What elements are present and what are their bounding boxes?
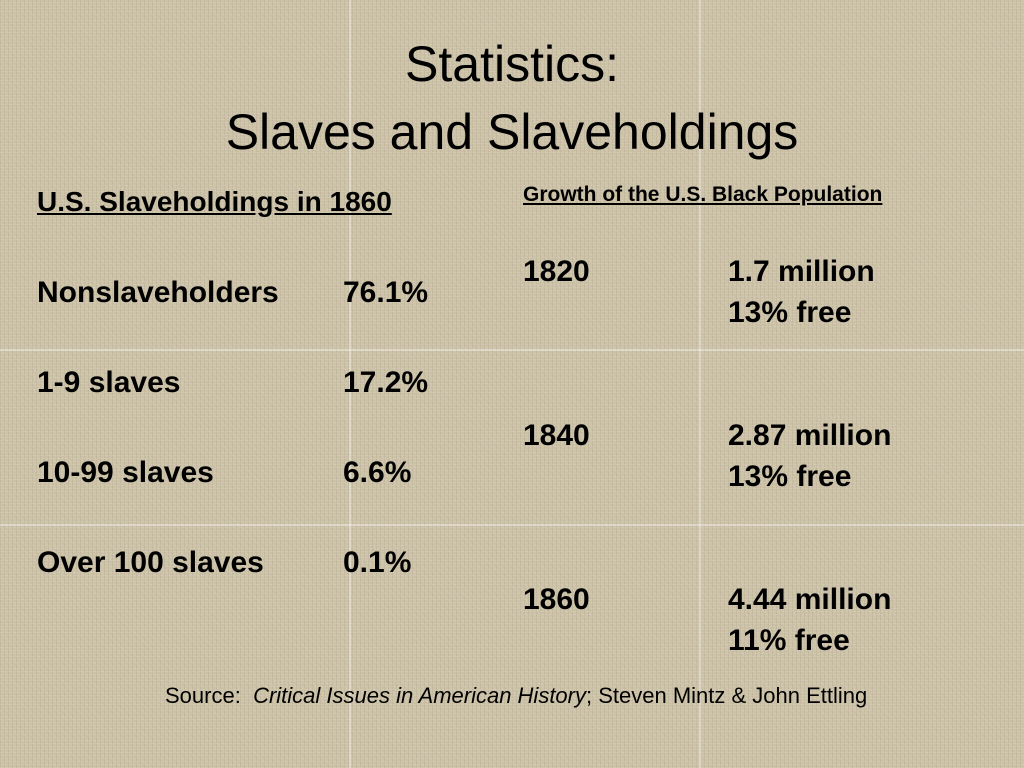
population: 2.87 million [728, 419, 892, 452]
population: 4.44 million [728, 583, 892, 616]
year: 1860 [523, 583, 590, 616]
source: Source: Critical Issues in American Hist… [165, 680, 925, 712]
source-rest: ; Steven Mintz & John Ettling [586, 683, 868, 708]
row-value: 6.6% [343, 456, 412, 489]
free-share: 13% free [728, 296, 852, 329]
title-line: Statistics: [405, 36, 619, 92]
left-heading: U.S. Slaveholdings in 1860 [37, 186, 392, 217]
row-label: 1-9 slaves [37, 366, 181, 399]
row-label: Over 100 slaves [37, 546, 264, 579]
free-share: 11% free [728, 624, 850, 657]
free-share: 13% free [728, 460, 852, 493]
row-value: 17.2% [343, 366, 429, 399]
year: 1840 [523, 419, 590, 452]
title-line: Slaves and Slaveholdings [225, 104, 799, 160]
texture-line [349, 0, 351, 768]
row-value: 76.1% [343, 276, 429, 309]
year: 1820 [523, 255, 590, 288]
source-label: Source: [165, 683, 241, 708]
right-heading: Growth of the U.S. Black Population [523, 183, 883, 206]
texture-line [699, 0, 701, 768]
row-value: 0.1% [343, 546, 412, 579]
row-label: 10-99 slaves [37, 456, 214, 489]
texture-line [0, 524, 1024, 526]
source-title: Critical Issues in American History [253, 683, 586, 708]
population: 1.7 million [728, 255, 875, 288]
row-label: Nonslaveholders [37, 276, 279, 309]
texture-line [0, 349, 1024, 351]
